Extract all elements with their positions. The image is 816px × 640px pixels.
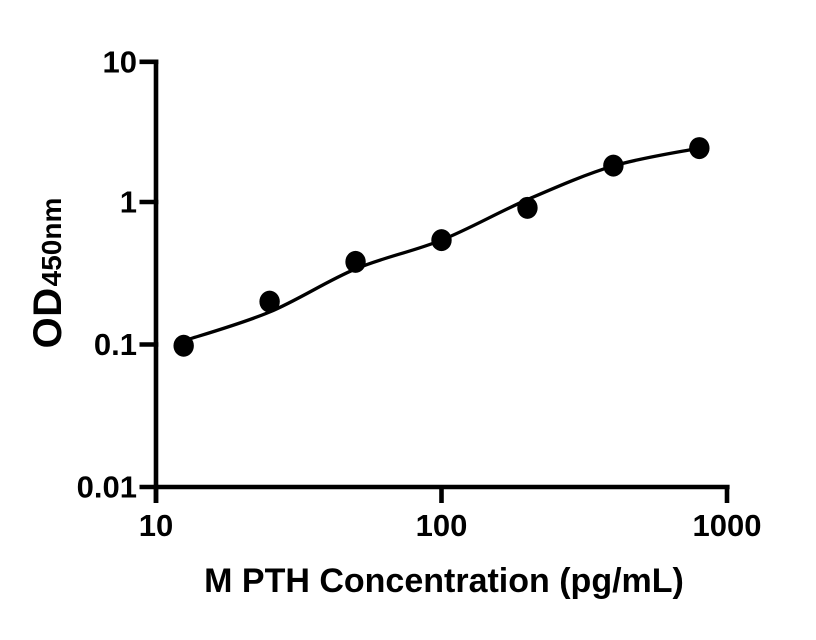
data-point: [517, 196, 538, 219]
data-point: [173, 334, 194, 357]
x-axis-tick-label: 10: [139, 508, 173, 543]
y-axis-title-subscript: 450nm: [36, 197, 67, 287]
y-axis-tick-label: 0.1: [94, 327, 137, 362]
x-axis-tick-label: 1000: [693, 508, 762, 543]
y-axis-tick-label: 1: [120, 185, 137, 220]
data-point: [431, 229, 452, 252]
x-axis-title: M PTH Concentration (pg/mL): [204, 562, 684, 600]
x-axis-tick-label: 100: [416, 508, 468, 543]
y-axis-tick-label: 0.01: [77, 470, 137, 505]
data-point: [603, 154, 624, 177]
data-point: [345, 250, 366, 273]
y-axis-title-text: OD: [26, 287, 70, 349]
data-point: [689, 137, 710, 160]
data-point: [259, 290, 280, 313]
y-axis-tick-label: 10: [103, 44, 137, 79]
y-axis-title: OD 450nm: [26, 153, 72, 393]
